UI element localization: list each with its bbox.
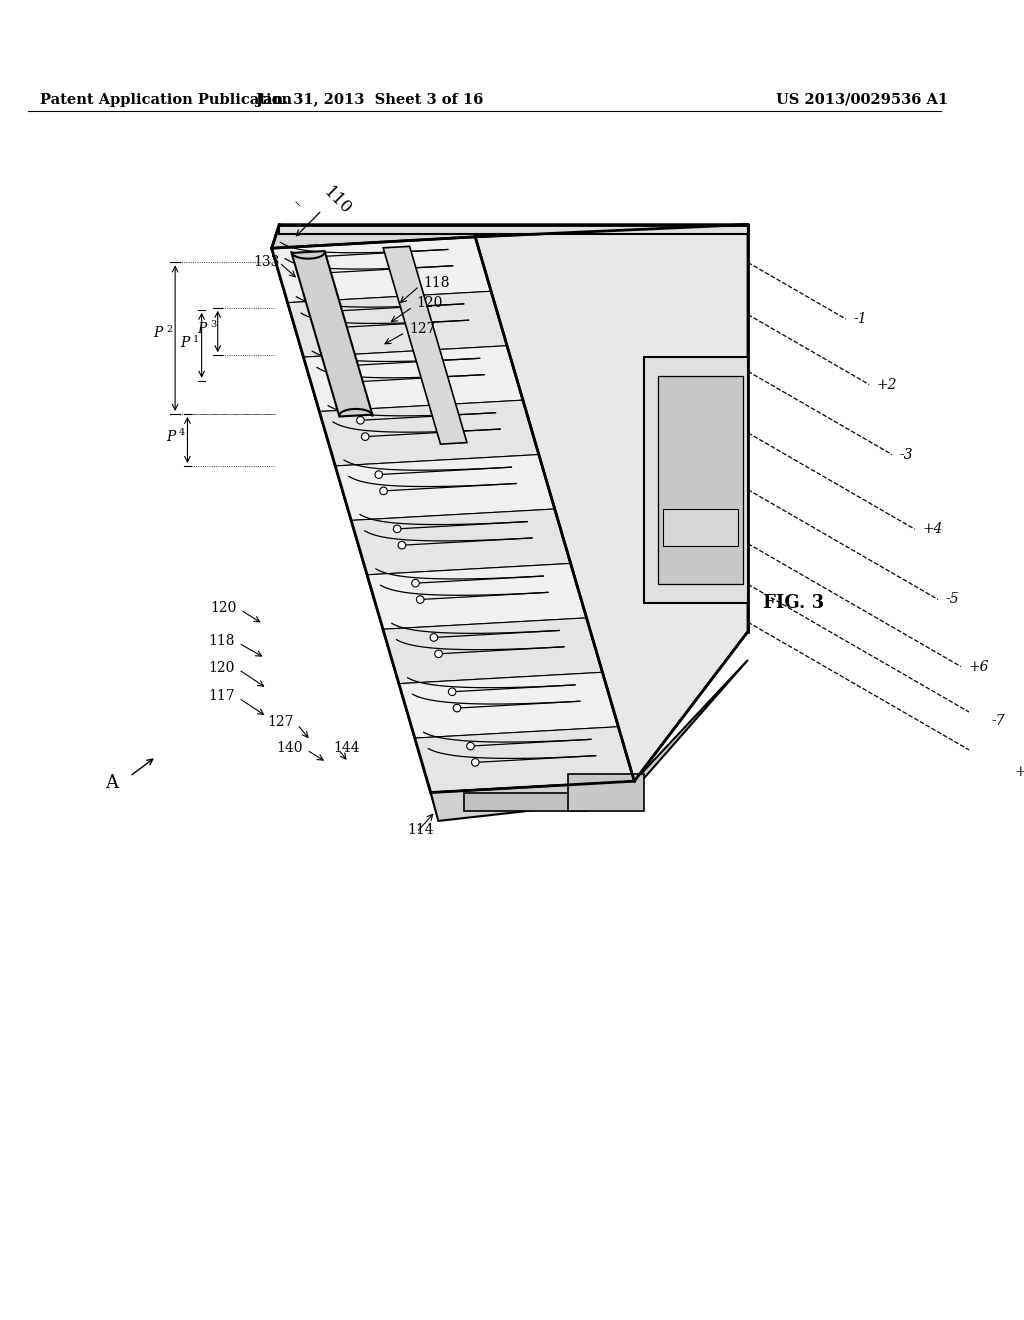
Text: 118: 118 <box>208 634 234 648</box>
Text: 120: 120 <box>417 296 443 310</box>
Polygon shape <box>271 236 492 302</box>
Circle shape <box>306 269 314 277</box>
Text: P: P <box>154 326 163 341</box>
Circle shape <box>435 649 442 657</box>
Circle shape <box>319 308 328 315</box>
Polygon shape <box>368 564 587 630</box>
Polygon shape <box>475 224 748 781</box>
Text: 2: 2 <box>167 325 173 334</box>
Polygon shape <box>663 508 738 546</box>
Text: +6: +6 <box>969 660 989 673</box>
Text: 118: 118 <box>423 276 450 290</box>
Circle shape <box>375 471 383 478</box>
Text: Patent Application Publication: Patent Application Publication <box>40 92 292 107</box>
Text: FIG. 3: FIG. 3 <box>763 594 824 612</box>
Circle shape <box>398 541 406 549</box>
Text: P: P <box>197 322 207 335</box>
Polygon shape <box>319 400 539 466</box>
Text: A: A <box>105 774 118 792</box>
Text: 3: 3 <box>210 321 216 330</box>
Circle shape <box>412 579 419 587</box>
Text: 120: 120 <box>210 601 237 615</box>
Polygon shape <box>431 781 639 809</box>
Text: 120: 120 <box>209 660 234 675</box>
Text: -3: -3 <box>900 447 913 462</box>
Text: US 2013/0029536 A1: US 2013/0029536 A1 <box>776 92 948 107</box>
Text: 140: 140 <box>276 741 303 755</box>
Circle shape <box>449 688 456 696</box>
Polygon shape <box>351 510 570 574</box>
Circle shape <box>343 379 350 387</box>
Circle shape <box>356 417 365 424</box>
Text: 127: 127 <box>267 715 294 730</box>
Polygon shape <box>335 454 555 520</box>
Polygon shape <box>383 247 467 444</box>
Text: +8: +8 <box>1015 764 1024 779</box>
Polygon shape <box>288 292 507 358</box>
Text: 127: 127 <box>409 322 435 335</box>
Text: P: P <box>166 429 175 444</box>
Circle shape <box>325 325 333 331</box>
Circle shape <box>361 433 369 441</box>
Polygon shape <box>280 224 748 234</box>
Text: -5: -5 <box>945 593 959 606</box>
Circle shape <box>393 525 401 533</box>
Circle shape <box>380 487 387 495</box>
Text: +2: +2 <box>877 378 897 392</box>
Text: +4: +4 <box>923 523 943 536</box>
Circle shape <box>302 253 309 261</box>
Polygon shape <box>292 251 373 417</box>
Text: 4: 4 <box>179 428 185 437</box>
Text: 133: 133 <box>253 255 280 269</box>
Polygon shape <box>271 236 634 792</box>
Text: 114: 114 <box>408 824 434 837</box>
Polygon shape <box>399 672 618 738</box>
Polygon shape <box>271 224 748 248</box>
Polygon shape <box>644 358 748 603</box>
Text: Jan. 31, 2013  Sheet 3 of 16: Jan. 31, 2013 Sheet 3 of 16 <box>256 92 483 107</box>
Text: P: P <box>180 335 189 350</box>
Polygon shape <box>303 346 523 412</box>
Polygon shape <box>383 618 602 684</box>
Text: -1: -1 <box>854 313 867 326</box>
Circle shape <box>454 705 461 711</box>
Circle shape <box>467 742 474 750</box>
Polygon shape <box>431 660 748 821</box>
Circle shape <box>430 634 437 642</box>
Text: –: – <box>288 195 306 213</box>
Text: -7: -7 <box>991 714 1006 727</box>
Circle shape <box>471 759 479 766</box>
Text: 1: 1 <box>194 334 200 343</box>
Circle shape <box>338 362 346 370</box>
Polygon shape <box>568 774 644 812</box>
Text: 117: 117 <box>208 689 234 704</box>
Polygon shape <box>657 376 743 585</box>
Polygon shape <box>415 727 634 792</box>
Circle shape <box>417 595 424 603</box>
Polygon shape <box>464 792 587 812</box>
Text: 144: 144 <box>333 741 359 755</box>
Text: 110: 110 <box>319 183 354 218</box>
